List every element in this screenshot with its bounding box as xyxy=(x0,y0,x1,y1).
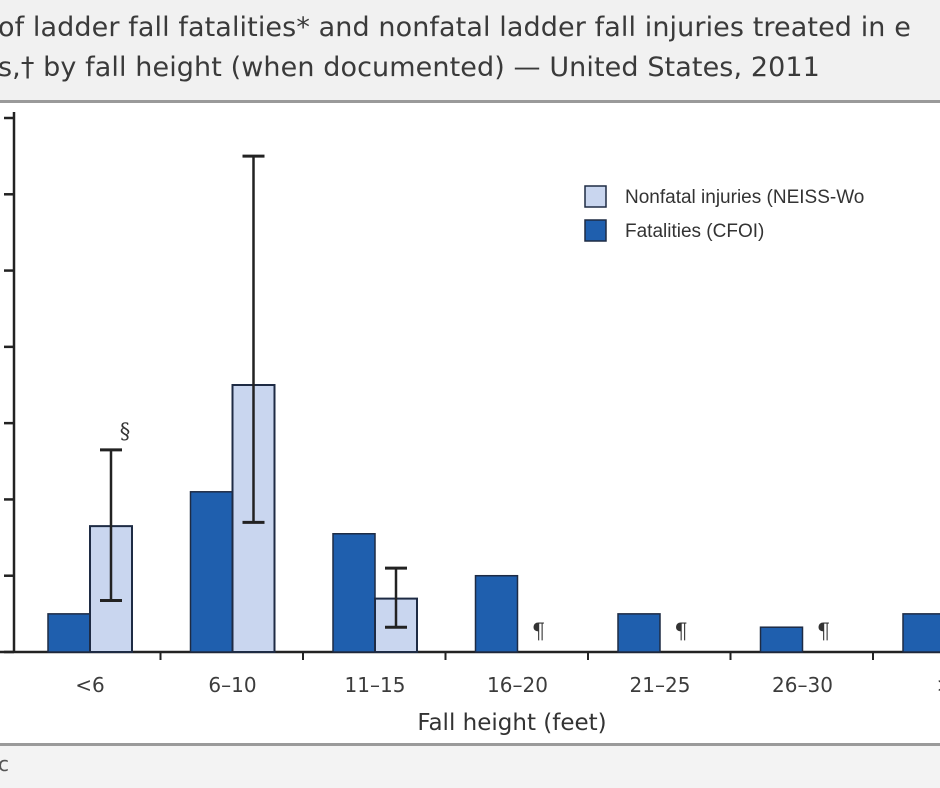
legend-swatch-fatal xyxy=(584,219,607,242)
bar-fatalities xyxy=(189,491,234,653)
bar-fatalities xyxy=(759,626,804,653)
footer-band xyxy=(0,746,940,788)
bar-fatalities xyxy=(474,574,519,653)
bar-fatalities xyxy=(902,613,940,653)
x-tick-label: 6–10 xyxy=(208,673,256,697)
x-axis-title: Fall height (feet) xyxy=(417,710,606,736)
legend-swatch-nonfatal xyxy=(584,185,607,208)
legend: Nonfatal injuries (NEISS-Wo Fatalities (C… xyxy=(584,185,864,242)
legend-label-nonfatal: Nonfatal injuries (NEISS-Wo xyxy=(625,187,864,208)
x-tick-label: 11–15 xyxy=(345,673,406,697)
title-band xyxy=(0,0,940,100)
bar-fatalities xyxy=(47,613,91,653)
x-tick-label: 21–25 xyxy=(630,673,691,697)
bar-fatalities xyxy=(617,613,661,653)
bar-annotation: § xyxy=(120,419,131,443)
chart-title-line-2: s,† by fall height (when documented) — U… xyxy=(0,52,820,83)
error-bar xyxy=(385,566,407,629)
x-tick-label: 16–20 xyxy=(487,673,548,697)
bar-fatalities xyxy=(332,533,376,653)
footer-text: c xyxy=(0,752,9,776)
bar-annotation: ¶ xyxy=(817,619,830,643)
error-bar xyxy=(100,448,122,603)
chart-title-line-1: of ladder fall fatalities* and nonfatal … xyxy=(0,12,911,43)
x-tick-label: 26–30 xyxy=(772,673,833,697)
x-tick-label: <6 xyxy=(75,673,104,697)
bar-annotation: ¶ xyxy=(532,619,545,643)
x-tick-label: > xyxy=(937,673,940,697)
legend-label-fatal: Fatalities (CFOI) xyxy=(625,221,764,242)
error-bar xyxy=(242,154,265,524)
bar-annotation: ¶ xyxy=(674,619,687,643)
